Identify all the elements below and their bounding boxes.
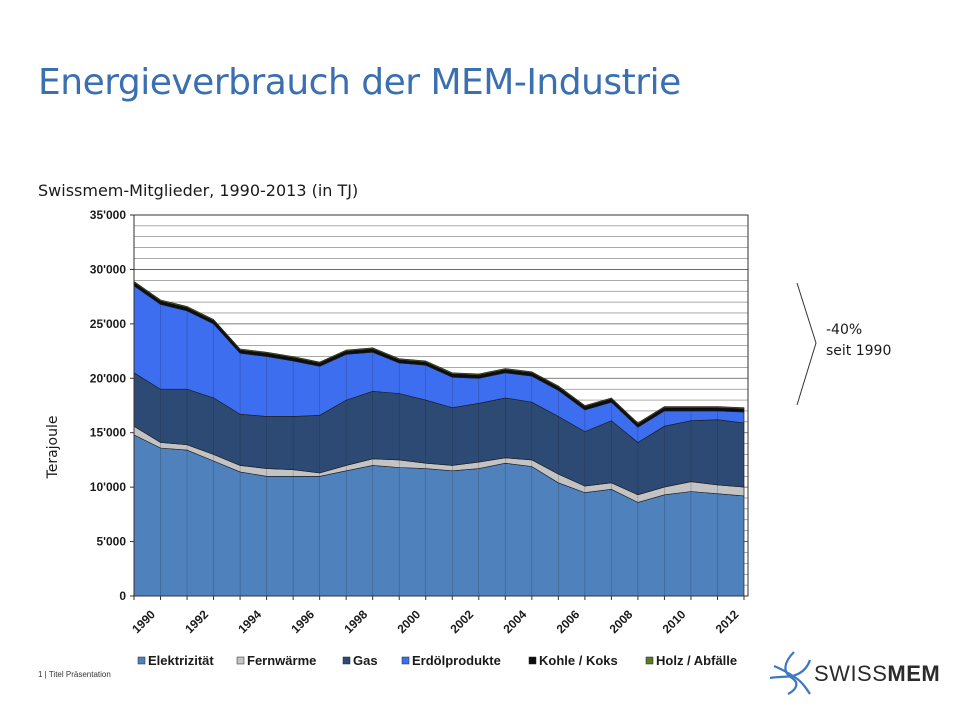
legend-label: Elektrizität <box>148 653 214 668</box>
legend-item: Erdölprodukte <box>401 653 501 668</box>
legend-label: Fernwärme <box>247 653 316 668</box>
legend-item: Fernwärme <box>236 653 316 668</box>
x-tick-label: 2012 <box>713 607 742 636</box>
legend-item: Holz / Abfälle <box>645 653 737 668</box>
x-tick-label: 1996 <box>288 607 317 636</box>
legend-swatch <box>137 656 146 665</box>
x-tick-label: 2010 <box>660 607 689 636</box>
legend-label: Kohle / Koks <box>539 653 618 668</box>
legend-label: Erdölprodukte <box>412 653 501 668</box>
logo-wordmark-light: SWISS <box>814 661 888 686</box>
x-tick-label: 1998 <box>341 607 370 636</box>
x-tick-label: 1990 <box>129 607 158 636</box>
y-tick-label: 35'000 <box>90 208 127 222</box>
legend-swatch <box>528 656 537 665</box>
x-tick-label: 2008 <box>607 607 636 636</box>
legend-swatch <box>342 656 351 665</box>
chart-title: Swissmem-Mitglieder, 1990-2013 (in TJ) <box>38 181 359 200</box>
x-axis-ticks: 1990 1992 1994 1996 1998 2000 2002 2004 2006 2008… <box>129 596 745 636</box>
legend-swatch <box>236 656 245 665</box>
x-tick-label: 2006 <box>554 607 583 636</box>
logo-wordmark: SWISSMEM <box>814 661 940 687</box>
y-tick-label: 0 <box>119 589 126 603</box>
chart-areas <box>133 280 745 597</box>
bracket-icon <box>796 282 817 406</box>
legend-swatch <box>645 656 654 665</box>
chart-legend: Elektrizität Fernwärme Gas Erdölprodukte Koh… <box>137 653 737 668</box>
logo-wordmark-bold: MEM <box>887 661 941 686</box>
y-tick-label: 25'000 <box>90 317 127 331</box>
legend-item: Elektrizität <box>137 653 214 668</box>
y-tick-label: 30'000 <box>90 262 127 276</box>
y-tick-label: 5'000 <box>96 535 126 549</box>
legend-item: Gas <box>342 653 378 668</box>
y-tick-label: 20'000 <box>90 371 127 385</box>
x-tick-label: 2002 <box>447 607 476 636</box>
y-axis-label: Terajoule <box>45 416 61 480</box>
legend-label: Holz / Abfälle <box>656 653 737 668</box>
plot-border <box>133 214 749 597</box>
change-annotation-value: -40% <box>826 322 863 338</box>
chart-axes <box>133 214 749 597</box>
footer-page-label: 1 | Titel Präsentation <box>38 670 111 679</box>
legend-item: Kohle / Koks <box>528 653 618 668</box>
y-axis-ticks: 0 5'000 10'000 15'000 20'000 25'000 30'000 35'0… <box>90 208 134 603</box>
y-tick-label: 15'000 <box>90 426 127 440</box>
legend-label: Gas <box>353 653 378 668</box>
x-tick-label: 2000 <box>394 607 423 636</box>
x-tick-label: 1994 <box>235 607 264 636</box>
change-annotation-period: seit 1990 <box>826 343 892 359</box>
x-tick-label: 1992 <box>182 607 211 636</box>
swissmem-logo-icon <box>769 651 812 695</box>
legend-swatch <box>401 656 410 665</box>
y-tick-label: 10'000 <box>90 480 127 494</box>
x-tick-label: 2004 <box>501 607 530 636</box>
slide-title: Energieverbrauch der MEM-Industrie <box>38 62 681 103</box>
